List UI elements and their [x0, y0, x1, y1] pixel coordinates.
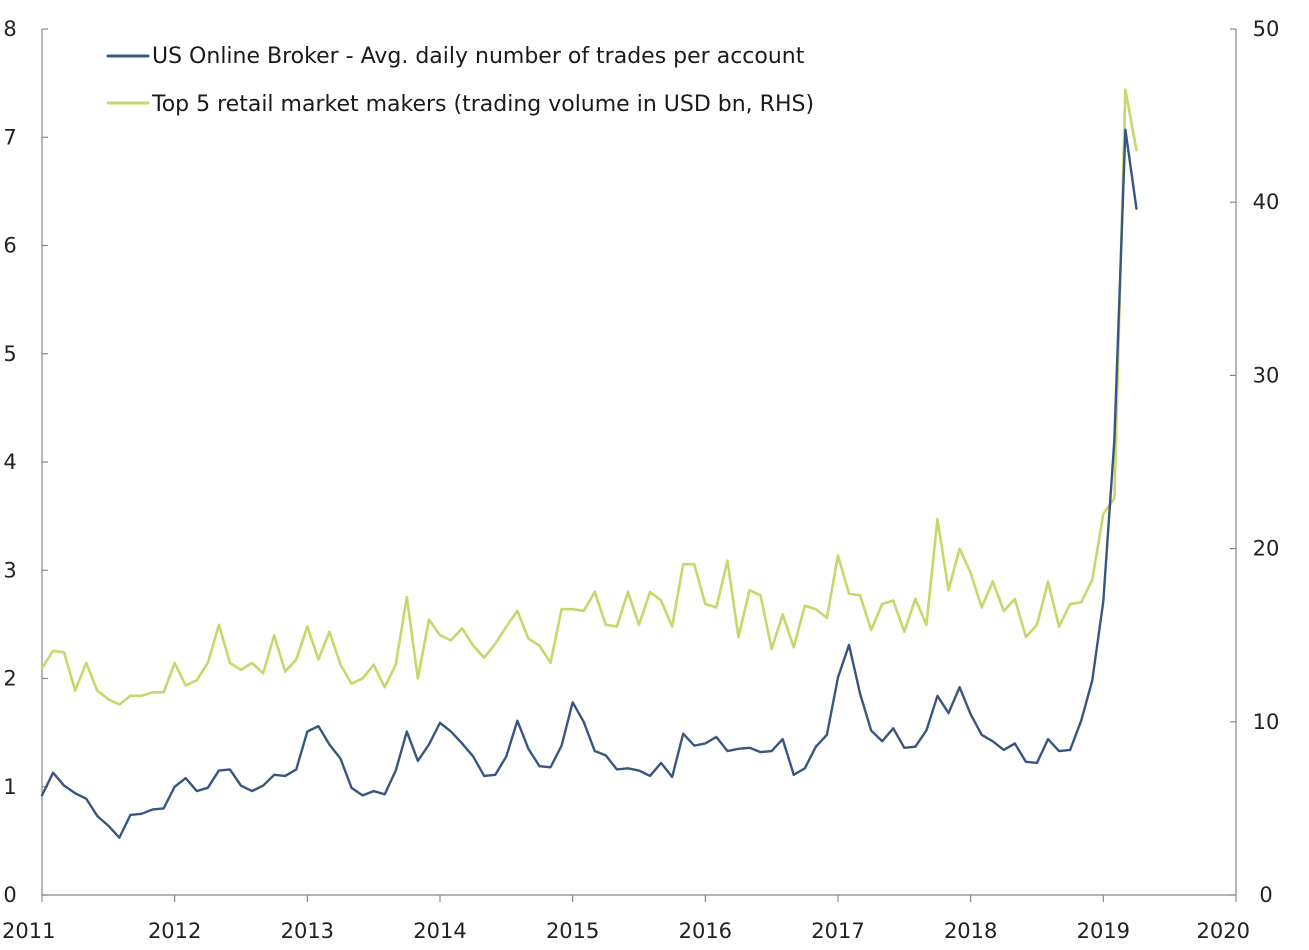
x-tick-label: 2016 [679, 919, 732, 943]
y2-tick-label: 40 [1253, 190, 1280, 214]
y2-tick-label: 30 [1253, 363, 1280, 387]
y2-tick-label: 50 [1253, 17, 1280, 41]
x-tick-label: 2013 [281, 919, 334, 943]
axes [41, 28, 1237, 902]
x-tick-label: 2012 [148, 919, 201, 943]
x-tick-label: 2011 [2, 919, 55, 943]
x-tick-label: 2020 [1197, 919, 1250, 943]
y-tick-label: 5 [3, 342, 16, 366]
tick-labels: 0 1 2 3 4 5 6 7 8 0 10 20 30 40 50 2011 2012 2013 2014 2015… [2, 17, 1279, 943]
legend-label-series-1: Top 5 retail market makers (trading volu… [151, 92, 814, 117]
y-tick-label: 1 [3, 775, 16, 799]
y2-tick-label: 20 [1253, 537, 1280, 561]
x-tick-label: 2018 [944, 919, 997, 943]
x-tick-label: 2014 [413, 919, 466, 943]
y-tick-label: 4 [3, 450, 16, 474]
series-line-0 [40, 128, 1138, 839]
y-tick-label: 0 [3, 883, 16, 907]
y-tick-label: 7 [3, 125, 16, 149]
x-tick-label: 2019 [1077, 919, 1130, 943]
y2-tick-label: 0 [1259, 883, 1272, 907]
y2-tick-label: 10 [1253, 710, 1280, 734]
y-tick-label: 6 [3, 234, 16, 258]
x-tick-label: 2015 [546, 919, 599, 943]
series-lines [40, 88, 1138, 839]
series-line-1 [40, 88, 1138, 706]
y-tick-label: 2 [3, 667, 16, 691]
y-tick-label: 3 [3, 558, 16, 582]
y-tick-label: 8 [3, 17, 16, 41]
legend-label-series-0: US Online Broker - Avg. daily number of … [152, 44, 805, 69]
x-tick-label: 2017 [811, 919, 864, 943]
legend: US Online Broker - Avg. daily number of … [106, 44, 814, 117]
